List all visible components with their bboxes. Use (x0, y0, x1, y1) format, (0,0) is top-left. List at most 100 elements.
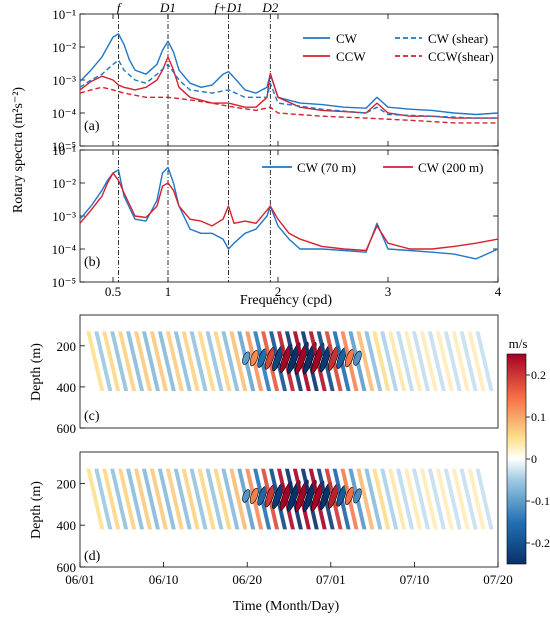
velocity-band (205, 468, 224, 530)
colorbar-unit: m/s (509, 336, 528, 351)
contour-cell (344, 349, 355, 368)
y-tick-label: 10⁻¹ (52, 143, 76, 158)
contour-cell (295, 479, 309, 513)
velocity-band (189, 331, 208, 392)
velocity-band (435, 468, 454, 530)
legend-a: CW CW (shear) CCW CCW(shear) (303, 31, 494, 64)
time-tick-label: 07/10 (400, 572, 430, 587)
velocity-band (126, 468, 145, 530)
velocity-band (404, 468, 423, 530)
velocity-band (372, 468, 391, 530)
y-tick-label: 10⁻⁵ (52, 139, 76, 154)
velocity-band (149, 331, 168, 392)
velocity-band (102, 331, 121, 392)
panel-b-xlabel: Frequency (cpd) (240, 293, 332, 308)
velocity-band (197, 331, 216, 392)
legend-label-cw-shear: CW (shear) (428, 31, 488, 46)
legend-label-ccw-shear: CCW(shear) (428, 49, 494, 64)
colorbar-tick-label: 0.2 (531, 368, 546, 382)
velocity-band (467, 331, 486, 392)
velocity-band (411, 331, 430, 392)
velocity-band (372, 331, 391, 392)
panel-d-xlabel: Time (Month/Day) (233, 599, 340, 614)
velocity-band (221, 331, 240, 392)
velocity-band (213, 468, 232, 530)
contour-cell (242, 351, 251, 365)
y-tick-label: 10⁻⁴ (52, 106, 77, 121)
velocity-band (364, 331, 383, 392)
colorbar: m/s 0.2 0.1 0 -0.1 -0.2 (506, 336, 550, 565)
legend-label-cw: CW (336, 31, 358, 46)
vline-label: f (117, 0, 123, 15)
y-tick-label: 10⁻³ (52, 209, 76, 224)
velocity-band (419, 468, 438, 530)
y-tick-label: 10⁻⁴ (52, 242, 77, 257)
contour-cell (249, 350, 259, 367)
contour-cell (302, 341, 317, 375)
velocity-band (388, 468, 407, 530)
panel-d-label: (d) (84, 549, 101, 564)
depth-tick-label: 600 (57, 560, 77, 575)
velocity-band (134, 468, 153, 530)
velocity-band (165, 331, 184, 392)
series-line-1 (79, 172, 499, 252)
velocity-band (181, 468, 200, 530)
panel-a-label: (a) (84, 119, 100, 134)
x-tick-label: 0.5 (105, 284, 121, 299)
velocity-band (380, 331, 399, 392)
velocity-band (229, 468, 248, 530)
x-tick-label: 4 (495, 284, 502, 299)
velocity-band (165, 468, 184, 530)
velocity-band (404, 331, 423, 392)
velocity-band (149, 468, 168, 530)
velocity-band (94, 468, 113, 530)
velocity-band (443, 331, 462, 392)
panel-b-label: (b) (84, 255, 101, 270)
colorbar-tick-label: -0.1 (531, 494, 550, 508)
velocity-band (451, 468, 470, 530)
velocity-band (419, 331, 438, 392)
legend-label-ccw: CCW (336, 49, 366, 64)
contour-cell (287, 342, 301, 374)
velocity-band (427, 468, 446, 530)
velocity-band (356, 331, 375, 392)
time-tick-label: 07/20 (483, 572, 513, 587)
time-tick-label: 06/10 (149, 572, 179, 587)
velocity-band (380, 468, 399, 530)
velocity-band (356, 468, 375, 530)
velocity-band (157, 331, 176, 392)
time-tick-label: 06/01 (65, 572, 95, 587)
depth-tick-label: 200 (57, 476, 77, 491)
velocity-band (173, 331, 192, 392)
velocity-band (459, 331, 478, 392)
velocity-band (157, 468, 176, 530)
series-line-2 (79, 59, 498, 119)
velocity-band (118, 468, 137, 530)
velocity-band (134, 331, 153, 392)
velocity-band (459, 468, 478, 530)
spectra-ylabel: Rotary spectra (m²s⁻²) (11, 87, 26, 214)
velocity-band (451, 331, 470, 392)
panel-b: 10⁻⁵ 10⁻⁴ 10⁻³ 10⁻² 10⁻¹ (b) CW (70 m) CW (2… (52, 143, 502, 308)
velocity-band (94, 331, 113, 392)
velocity-band (396, 331, 415, 392)
time-tick-label: 06/20 (232, 572, 262, 587)
y-tick-label: 10⁻² (52, 176, 76, 191)
vline-label: D2 (261, 0, 278, 15)
velocity-band (475, 468, 494, 530)
velocity-band (110, 331, 129, 392)
velocity-band (213, 331, 232, 392)
panel-c: 200 400 600 (c) Depth (m) (29, 314, 499, 436)
velocity-band (102, 468, 121, 530)
velocity-band (388, 331, 407, 392)
velocity-band (221, 468, 240, 530)
legend-b: CW (70 m) CW (200 m) (262, 160, 483, 175)
velocity-band (427, 331, 446, 392)
depth-tick-label: 400 (57, 518, 77, 533)
depth-tick-label: 600 (57, 421, 77, 436)
velocity-band (435, 331, 454, 392)
velocity-band (197, 468, 216, 530)
y-tick-label: 10⁻¹ (52, 7, 76, 22)
velocity-band (205, 331, 224, 392)
